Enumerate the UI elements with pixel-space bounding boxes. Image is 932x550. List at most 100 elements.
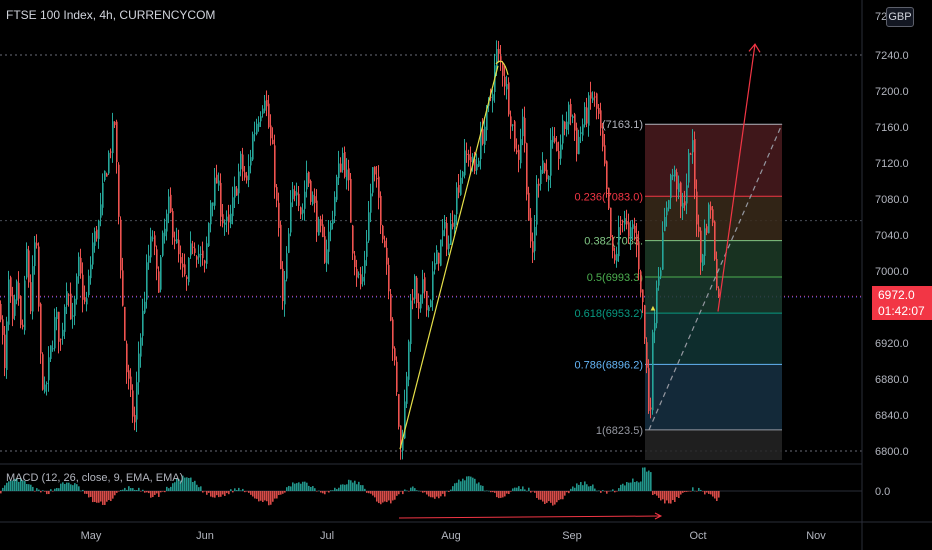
fib-zone <box>645 364 782 430</box>
macd-bar <box>372 491 374 496</box>
candle-body <box>522 116 524 137</box>
candle-body <box>426 291 428 311</box>
candle-body <box>298 193 300 206</box>
macd-bar <box>282 491 284 494</box>
candle-body <box>584 107 586 125</box>
macd-bar <box>584 481 586 491</box>
candle-body <box>234 186 236 198</box>
candle-body <box>172 211 174 238</box>
fib-level-label: 0.5(6993.3) <box>587 272 643 284</box>
candle-body <box>188 258 190 283</box>
candle-body <box>508 82 510 115</box>
macd-bar <box>298 482 300 491</box>
macd-bar <box>266 491 268 502</box>
macd-bar <box>358 481 360 491</box>
macd-bar <box>650 472 652 491</box>
candle-body <box>576 127 578 154</box>
candle-body <box>566 121 568 130</box>
x-tick-label: Sep <box>562 530 582 542</box>
macd-bar <box>304 481 306 491</box>
candle-body <box>318 219 320 236</box>
candle-body <box>598 107 600 114</box>
candle-body <box>556 142 558 152</box>
candle-body <box>312 194 314 204</box>
y-tick-label: 7000.0 <box>875 266 909 278</box>
candle-body <box>452 222 454 227</box>
macd-bar <box>188 477 190 491</box>
macd-bar <box>648 470 650 491</box>
macd-bar <box>56 487 58 491</box>
candle-body <box>4 334 6 369</box>
macd-bar <box>144 491 146 493</box>
candle-body <box>376 177 378 180</box>
candle-body <box>622 220 624 223</box>
macd-bar <box>556 491 558 503</box>
macd-bar <box>588 486 590 491</box>
macd-bar <box>636 481 638 491</box>
currency-button[interactable]: GBP <box>886 7 914 27</box>
macd-bar <box>312 486 314 491</box>
macd-bar <box>410 487 412 491</box>
macd-bar <box>316 491 318 492</box>
macd-bar <box>544 491 546 504</box>
fib-retracement[interactable]: (7163.1)0.236(7083.0)0.382(7033.0.5(6993… <box>575 119 783 460</box>
candle-body <box>330 223 332 231</box>
candle-body <box>402 438 404 451</box>
macd-bar <box>448 491 450 492</box>
candle-body <box>214 177 216 206</box>
macd-bar <box>460 481 462 491</box>
price-axis[interactable]: 6800.0 6840.0 6880.0 6920.0 7000.0 7040.0 7080… <box>875 11 909 458</box>
macd-bar <box>684 491 686 493</box>
candle-body <box>164 228 166 237</box>
candle-body <box>428 307 430 312</box>
macd-bar <box>210 491 212 497</box>
candle-body <box>174 239 176 242</box>
macd-bar <box>514 487 516 491</box>
macd-bar <box>230 489 232 491</box>
macd-bar <box>592 484 594 491</box>
candle-body <box>250 157 252 166</box>
candle-body <box>126 343 128 373</box>
signal-marker: ▲ <box>649 304 657 313</box>
candle-body <box>632 224 634 229</box>
candle-body <box>182 263 184 268</box>
drawings[interactable]: ▲ <box>399 43 783 450</box>
macd-bar <box>242 488 244 491</box>
macd-bar <box>526 490 528 492</box>
candle-body <box>326 249 328 264</box>
candle-body <box>352 225 354 254</box>
candle-body <box>342 152 344 171</box>
macd-bar <box>54 488 56 491</box>
macd-bar <box>248 491 250 493</box>
candle-body <box>54 317 56 349</box>
macd-bar <box>72 485 74 491</box>
price-candles <box>0 40 720 460</box>
candle-body <box>314 196 316 203</box>
candle-body <box>502 62 504 76</box>
macd-bar <box>94 491 96 502</box>
macd-bar <box>386 491 388 503</box>
macd-bar <box>538 491 540 500</box>
candle-body <box>614 254 616 261</box>
macd-bar <box>36 488 38 491</box>
candle-body <box>630 227 632 240</box>
x-tick-label: Nov <box>806 530 826 542</box>
macd-bar <box>286 487 288 491</box>
candle-body <box>84 297 86 302</box>
candle-body <box>700 230 702 263</box>
candle-body <box>316 200 318 233</box>
macd-bar <box>608 491 610 492</box>
candle-body <box>264 100 266 111</box>
candle-body <box>528 192 530 221</box>
time-axis[interactable]: May Jun Jul Aug Sep Oct Nov <box>81 530 827 542</box>
macd-bar <box>206 491 208 495</box>
macd-bar <box>534 491 536 493</box>
macd-bar <box>250 491 252 495</box>
candle-body <box>124 306 126 341</box>
candle-body <box>8 279 10 325</box>
macd-bar <box>444 491 446 497</box>
macd-bar <box>666 491 668 501</box>
last-price-badge: 6972.0 01:42:07 <box>872 286 932 320</box>
